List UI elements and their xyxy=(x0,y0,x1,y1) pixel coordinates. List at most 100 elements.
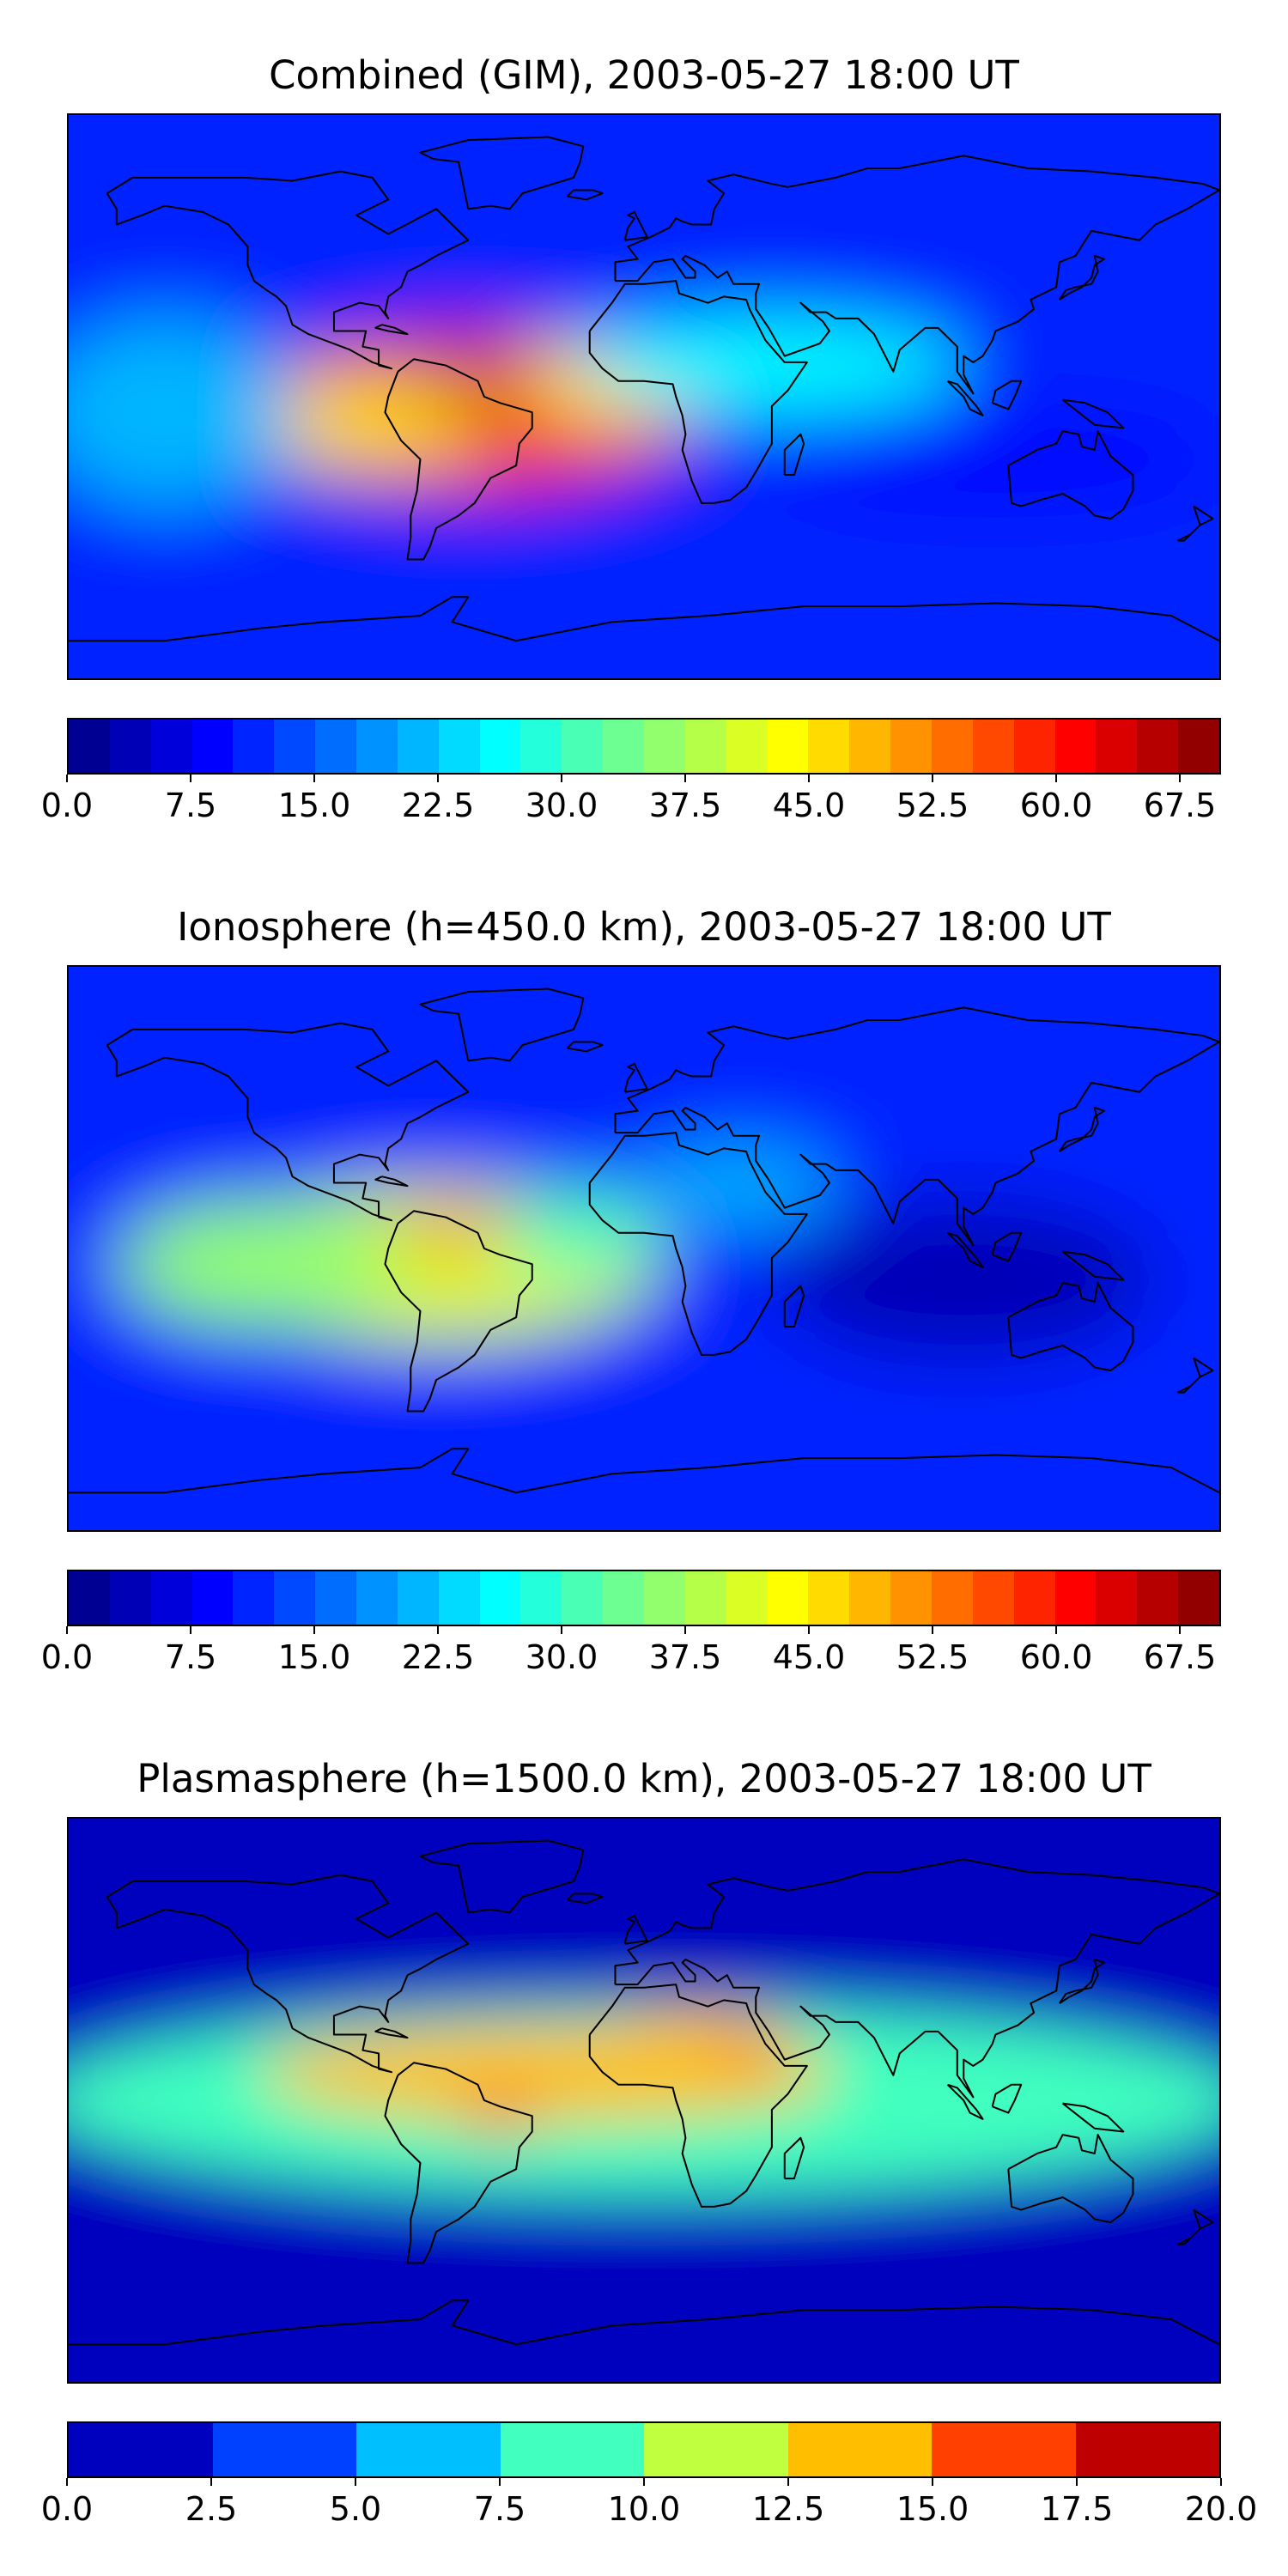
coastline xyxy=(588,1984,808,2208)
colorbar-segment xyxy=(356,1571,398,1625)
colorbar-segment xyxy=(150,720,192,773)
colorbar-tick-label: 15.0 xyxy=(896,2490,969,2528)
colorbar-tick-mark xyxy=(66,2478,68,2486)
colorbar-segment xyxy=(274,720,316,773)
colorbar-tick-mark xyxy=(561,1626,562,1634)
colorbar-segment xyxy=(644,2423,788,2476)
colorbar-segment xyxy=(1096,720,1138,773)
colorbar-tick-mark xyxy=(210,2478,212,2486)
coastline xyxy=(1061,398,1125,429)
colorbar-segment xyxy=(109,720,151,773)
colorbar-tick-label: 60.0 xyxy=(1019,1638,1093,1676)
colorbar-segment xyxy=(603,720,645,773)
colorbar-segment xyxy=(233,1571,275,1625)
colorbar-tick-mark xyxy=(1055,775,1057,782)
tec-map-ionosphere xyxy=(67,965,1221,1532)
colorbar-segment xyxy=(787,2423,932,2476)
colorbar-ticks-plasmasphere: 0.0 2.5 5.0 7.5 10.0 12.5 15.0 17.5 20.0 xyxy=(41,2478,1257,2530)
colorbar-tick-label: 30.0 xyxy=(525,787,598,824)
colorbar-segment xyxy=(562,720,604,773)
colorbar-tick-label: 17.5 xyxy=(1040,2490,1114,2528)
coastline xyxy=(1177,2227,1201,2245)
colorbar-ionosphere xyxy=(67,1570,1221,1626)
coastline xyxy=(1177,524,1201,542)
colorbar-tick-mark xyxy=(932,1626,933,1634)
coastline xyxy=(1061,2102,1125,2133)
colorbar-tick-mark xyxy=(1179,1626,1181,1634)
coastline xyxy=(69,1448,1219,1494)
coastline xyxy=(419,136,585,210)
coastline xyxy=(991,380,1023,410)
coastline xyxy=(1177,1376,1201,1394)
colorbar-segment xyxy=(890,720,933,773)
coastline xyxy=(374,2027,409,2039)
colorbar-tick-mark xyxy=(190,775,191,782)
colorbar-segment xyxy=(972,720,1014,773)
colorbar-tick-label: 45.0 xyxy=(772,787,846,824)
coastline xyxy=(69,2300,1219,2346)
colorbar-segment xyxy=(315,720,357,773)
coastline xyxy=(384,358,533,561)
colorbar-tick-label: 0.0 xyxy=(40,1638,94,1676)
colorbar-segment xyxy=(808,720,850,773)
colorbar-segment xyxy=(356,2423,501,2476)
colorbar-ticks-ionosphere: 0.0 7.5 15.0 22.5 30.0 37.5 45.0 52.5 60.0 67.5 xyxy=(41,1626,1221,1678)
field-region xyxy=(116,1201,404,1327)
coastline xyxy=(419,987,585,1062)
coastline xyxy=(1193,2208,1214,2230)
colorbar-segment xyxy=(932,2423,1076,2476)
coastline xyxy=(566,189,604,201)
colorbar-segment xyxy=(397,1571,439,1625)
colorbar-segment xyxy=(397,720,439,773)
field-region xyxy=(724,2038,775,2069)
colorbar-segment xyxy=(520,1571,562,1625)
colorbar-segment xyxy=(684,720,726,773)
colorbar-segment xyxy=(1013,720,1055,773)
colorbar-segment xyxy=(932,1571,973,1625)
coastline xyxy=(588,280,808,504)
colorbar-tick-label: 15.0 xyxy=(277,787,351,824)
colorbar-segment xyxy=(1075,2423,1219,2476)
field-region xyxy=(500,1188,660,1277)
colorbar-tick-mark xyxy=(643,2478,645,2486)
colorbar-segment xyxy=(644,720,685,773)
colorbar-tick-mark xyxy=(190,1626,191,1634)
coastline xyxy=(946,380,984,416)
colorbar-segment xyxy=(808,1571,850,1625)
colorbar-tick-label: 15.0 xyxy=(277,1638,351,1676)
colorbar-tick-mark xyxy=(561,775,562,782)
colorbar-segment xyxy=(767,720,809,773)
colorbar-segment xyxy=(438,1571,480,1625)
colorbar-segment xyxy=(1178,1571,1220,1625)
field-region xyxy=(69,115,1219,191)
coastline xyxy=(623,1914,648,1945)
colorbar-tick-mark xyxy=(437,1626,439,1634)
colorbar-segment xyxy=(69,720,110,773)
coastline xyxy=(1007,430,1134,520)
field-region xyxy=(116,1868,341,1944)
coastline xyxy=(1193,505,1214,526)
colorbar-segment xyxy=(1054,720,1097,773)
coastline xyxy=(384,1210,533,1413)
colorbar-tick-label: 67.5 xyxy=(1143,1638,1217,1676)
colorbar-tick-label: 7.5 xyxy=(473,2490,526,2528)
colorbar-segment xyxy=(726,1571,768,1625)
colorbar-segment xyxy=(109,1571,151,1625)
coastline xyxy=(946,2083,984,2120)
coastline xyxy=(783,2136,805,2180)
colorbar-tick-mark xyxy=(313,1626,315,1634)
colorbar-tick-label: 60.0 xyxy=(1019,787,1093,824)
colorbar-tick-label: 2.5 xyxy=(185,2490,238,2528)
colorbar-tick-label: 0.0 xyxy=(40,2490,94,2528)
colorbar-tick-mark xyxy=(1179,775,1181,782)
colorbar-segment xyxy=(726,720,768,773)
coastline xyxy=(1193,1357,1214,1378)
colorbar-tick-label: 37.5 xyxy=(648,1638,722,1676)
colorbar-tick-label: 7.5 xyxy=(164,1638,217,1676)
coastline xyxy=(614,1006,1219,1247)
coastline xyxy=(1007,1282,1134,1372)
colorbar-tick-label: 52.5 xyxy=(896,787,969,824)
colorbar-segment xyxy=(191,1571,234,1625)
colorbar-segment xyxy=(562,1571,604,1625)
colorbar-segment xyxy=(849,720,891,773)
